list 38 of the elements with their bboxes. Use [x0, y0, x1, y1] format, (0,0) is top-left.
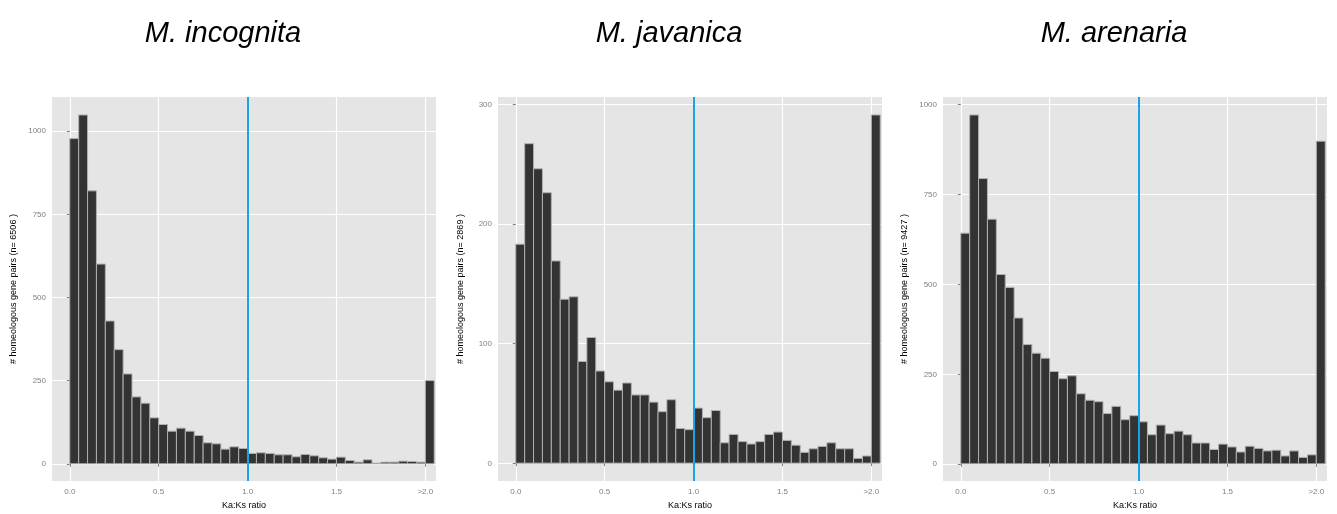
- y-tick-label: 1000: [919, 100, 938, 110]
- y-axis-title: # homeologous gene pairs (n= 2869 ): [454, 214, 465, 364]
- y-tick-label: 200: [478, 219, 493, 229]
- y-tick-label: 0: [932, 459, 938, 469]
- x-tick-label: 1.0: [1133, 486, 1145, 496]
- y-tick-label: 750: [32, 209, 47, 219]
- x-tick-label: 0.5: [1044, 486, 1057, 496]
- y-tick-label: 250: [32, 376, 47, 386]
- x-axis-title: Ka:Ks ratio: [221, 499, 267, 510]
- x-tick-label: 0.0: [509, 486, 522, 496]
- x-tick-label: 1.5: [776, 486, 789, 496]
- y-axis-title: # homeologous gene pairs (n= 6506 ): [7, 214, 18, 364]
- chart-title: M. javanica: [595, 15, 742, 48]
- x-tick-label: 1.0: [687, 486, 700, 496]
- x-tick-label: 0.5: [153, 486, 165, 496]
- x-tick-label: 0.5: [598, 486, 611, 496]
- x-tick-label: >2.0: [863, 486, 880, 496]
- chart-title: M. incognita: [144, 15, 302, 48]
- y-tick-label: 1000: [28, 126, 47, 136]
- x-tick-label: 0.0: [64, 486, 76, 496]
- x-axis-title: Ka:Ks ratio: [1113, 499, 1158, 510]
- y-tick-label: 100: [478, 338, 493, 348]
- y-tick-label: 500: [32, 292, 47, 302]
- x-tick-label: >2.0: [1308, 486, 1326, 496]
- y-tick-label: 0: [487, 458, 493, 468]
- y-tick-label: 750: [923, 189, 938, 199]
- y-tick-label: 500: [923, 279, 938, 289]
- y-tick-label: 250: [923, 369, 938, 379]
- x-tick-label: 1.0: [241, 486, 254, 496]
- x-tick-label: 1.5: [1222, 486, 1234, 496]
- y-tick-label: 300: [478, 99, 493, 109]
- x-tick-label: 1.5: [330, 486, 343, 496]
- y-tick-label: 0: [41, 459, 47, 469]
- y-axis-title: # homeologous gene pairs (n= 9427 ): [899, 214, 910, 364]
- chart-title: M. arenaria: [1040, 15, 1188, 48]
- x-axis-title: Ka:Ks ratio: [667, 499, 712, 510]
- x-tick-label: 0.0: [955, 486, 968, 496]
- x-tick-label: >2.0: [417, 486, 434, 496]
